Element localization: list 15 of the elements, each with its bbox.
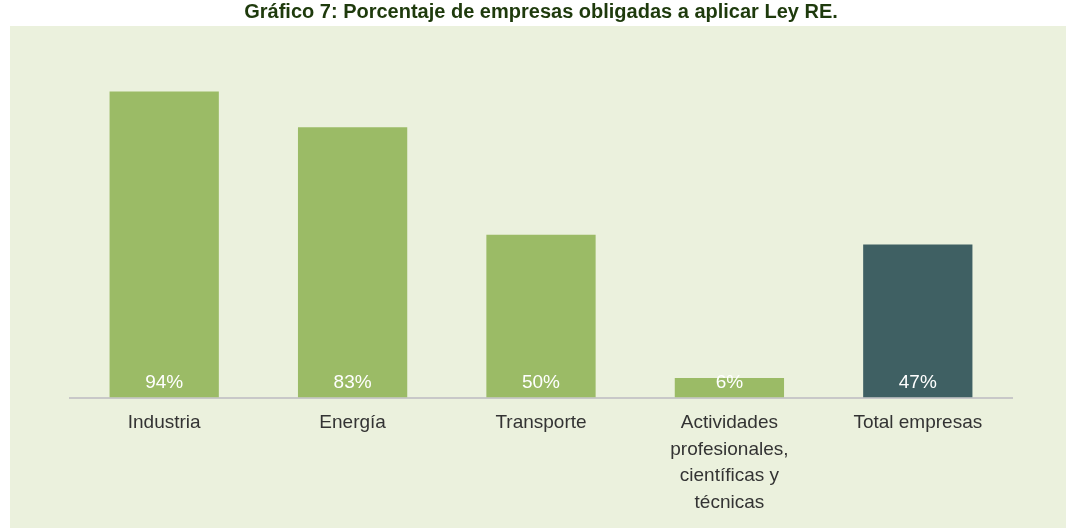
data-label: 83% (333, 371, 372, 393)
x-tick-label: Actividades profesionales, científicas y técnicas (670, 411, 789, 512)
data-label: 50% (521, 371, 561, 393)
x-tick-label: Industria (127, 411, 202, 433)
data-label: 6% (715, 371, 744, 393)
bar (297, 127, 408, 398)
x-tick-label: Energía (319, 411, 387, 433)
x-tick-label: Total empresas (853, 411, 983, 433)
x-tick-label: Transporte (495, 411, 587, 433)
bar (109, 91, 219, 398)
bar (863, 244, 973, 398)
data-label: 94% (145, 371, 184, 393)
bar (486, 234, 596, 398)
data-label: 47% (898, 371, 937, 393)
chart-title: Gráfico 7: Porcentaje de empresas obligadas a aplicar Ley RE. (244, 0, 838, 22)
